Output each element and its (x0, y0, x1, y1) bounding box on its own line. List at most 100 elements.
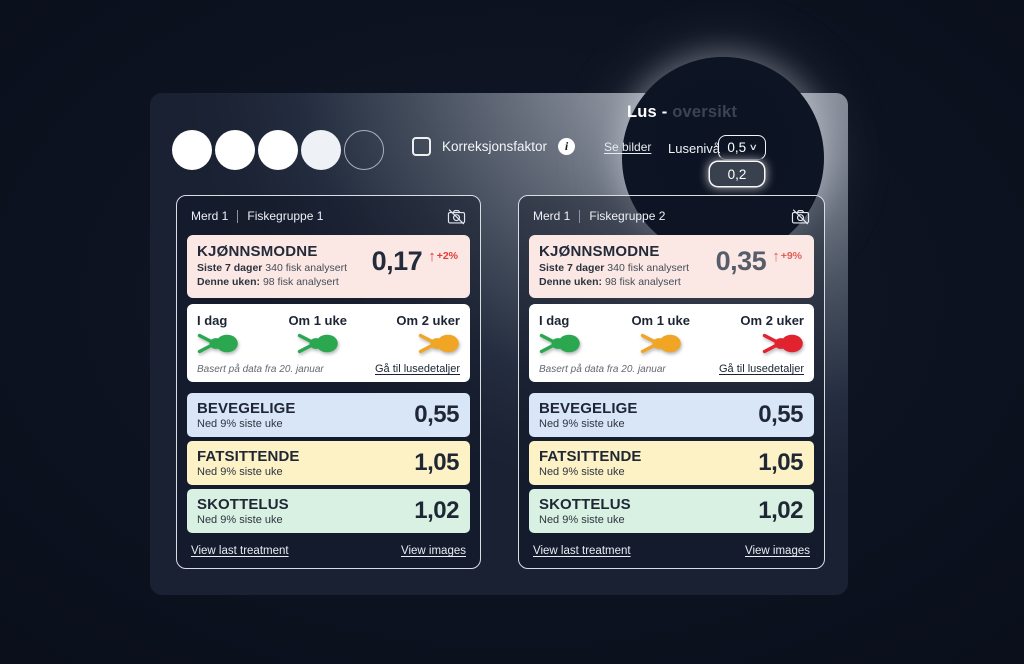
stage-subtitle: Ned 9% siste uke (197, 418, 283, 430)
forecast-today: I dag (197, 313, 239, 360)
forecast-footer: Basert på data fra 20. januar Gå til lus… (197, 363, 460, 375)
stage-title: BEVEGELIGE (197, 400, 296, 417)
forecast-label: Om 2 uker (740, 313, 804, 328)
forecast-section: I dag Om 1 uke (187, 304, 470, 382)
see-images-link[interactable]: Se bilder (604, 140, 652, 154)
trend-indicator: ↑ +9% (772, 249, 802, 264)
stage-text: FATSITTENDE Ned 9% siste uke (197, 448, 300, 478)
period-value: 340 fisk analysert (265, 262, 348, 274)
trend-indicator: ↑ +2% (428, 249, 458, 264)
mature-period-line: Siste 7 dager 340 fisk analysert (197, 262, 460, 274)
camera-off-icon[interactable] (791, 208, 810, 225)
mature-title: KJØNNSMODNE (197, 243, 318, 260)
page-title: Lus - oversikt (627, 103, 737, 122)
trend-up-icon: ↑ (772, 248, 780, 265)
lice-icon (297, 331, 339, 360)
fish-group-name: Fiskegruppe 2 (589, 209, 666, 223)
chevron-down-icon: ∨ (748, 142, 759, 152)
status-circle[interactable] (344, 130, 384, 170)
card-footer: View last treatment View images (187, 545, 470, 557)
mature-lice-section: KJØNNSMODNE Siste 7 dager 340 fisk analy… (529, 235, 814, 298)
lice-details-link[interactable]: Gå til lusedetaljer (375, 363, 460, 375)
stage-row-fatsittende: FATSITTENDE Ned 9% siste uke 1,05 (529, 441, 814, 485)
trend-percent: +2% (436, 250, 458, 262)
view-last-treatment-link[interactable]: View last treatment (191, 545, 289, 557)
stage-text: BEVEGELIGE Ned 9% siste uke (197, 400, 296, 430)
status-circle[interactable] (258, 130, 298, 170)
card-footer: View last treatment View images (529, 545, 814, 557)
stage-subtitle: Ned 9% siste uke (197, 514, 283, 526)
camera-off-icon[interactable] (447, 208, 466, 225)
mature-title: KJØNNSMODNE (539, 243, 660, 260)
fish-group-name: Fiskegruppe 1 (247, 209, 324, 223)
pen-card-2: Merd 1 Fiskegruppe 2 KJØNNSMODNE Siste 7… (518, 195, 825, 569)
status-circle[interactable] (172, 130, 212, 170)
stage-title: FATSITTENDE (197, 448, 300, 465)
forecast-columns: I dag Om 1 uke (197, 313, 460, 360)
page-title-secondary: oversikt (672, 103, 738, 121)
based-on-note: Basert på data fra 20. januar (197, 364, 324, 375)
pen-card-1: Merd 1 Fiskegruppe 1 KJØNNSMODNE Siste 7… (176, 195, 481, 569)
correction-factor-label: Korreksjonsfaktor (442, 139, 548, 154)
status-circle[interactable] (215, 130, 255, 170)
stage-row-skottelus: SKOTTELUS Ned 9% siste uke 1,02 (187, 489, 470, 533)
forecast-week2: Om 2 uker (740, 313, 804, 360)
stage-title: BEVEGELIGE (539, 400, 638, 417)
forecast-label: I dag (539, 313, 570, 328)
stage-text: FATSITTENDE Ned 9% siste uke (539, 448, 642, 478)
based-on-note: Basert på data fra 20. januar (539, 364, 666, 375)
mature-value-wrap: 0,17 ↑ +2% (371, 246, 458, 276)
stage-value: 1,02 (414, 497, 459, 524)
lice-details-link[interactable]: Gå til lusedetaljer (719, 363, 804, 375)
lice-level-value: 0,5 (727, 140, 747, 155)
forecast-week2: Om 2 uker (396, 313, 460, 360)
forecast-label: Om 2 uker (396, 313, 460, 328)
lice-icon (418, 331, 460, 360)
pen-name: Merd 1 (191, 209, 229, 223)
forecast-footer: Basert på data fra 20. januar Gå til lus… (539, 363, 804, 375)
period-value: 340 fisk analysert (607, 262, 690, 274)
trend-percent: +9% (780, 250, 802, 262)
stage-value: 1,05 (758, 449, 803, 476)
forecast-week1: Om 1 uke (288, 313, 347, 360)
stage-value: 0,55 (758, 401, 803, 428)
trend-up-icon: ↑ (428, 248, 436, 265)
stage-value: 0,55 (414, 401, 459, 428)
stage-title: SKOTTELUS (539, 496, 631, 513)
status-circle-group (172, 130, 384, 170)
page-title-primary: Lus - (627, 103, 668, 121)
week-value: 98 fisk analysert (262, 276, 339, 288)
info-icon[interactable]: i (558, 138, 576, 155)
lice-level-label: Lusenivå (668, 141, 721, 156)
stage-text: SKOTTELUS Ned 9% siste uke (197, 496, 289, 526)
mature-period-line: Siste 7 dager 340 fisk analysert (539, 262, 804, 274)
forecast-today: I dag (539, 313, 581, 360)
forecast-week1: Om 1 uke (631, 313, 690, 360)
stage-value: 1,02 (758, 497, 803, 524)
week-label: Denne uken: (539, 276, 603, 288)
lice-icon (539, 331, 581, 360)
stage-subtitle: Ned 9% siste uke (539, 466, 625, 478)
card-header: Merd 1 Fiskegruppe 2 (529, 205, 814, 227)
view-images-link[interactable]: View images (745, 545, 810, 557)
status-circle[interactable] (301, 130, 341, 170)
week-label: Denne uken: (197, 276, 261, 288)
period-label: Siste 7 dager (197, 262, 263, 274)
mature-lice-section: KJØNNSMODNE Siste 7 dager 340 fisk analy… (187, 235, 470, 298)
forecast-label: Om 1 uke (631, 313, 690, 328)
stage-text: BEVEGELIGE Ned 9% siste uke (539, 400, 638, 430)
stage-row-skottelus: SKOTTELUS Ned 9% siste uke 1,02 (529, 489, 814, 533)
stage-value: 1,05 (414, 449, 459, 476)
mature-value-wrap: 0,35 ↑ +9% (716, 248, 802, 275)
correction-factor-checkbox[interactable] (412, 137, 431, 156)
header-separator (237, 209, 239, 223)
mature-value: 0,17 (371, 246, 423, 276)
forecast-label: Om 1 uke (288, 313, 347, 328)
pen-name: Merd 1 (533, 209, 571, 223)
lice-level-dropdown[interactable]: 0,5 ∨ (718, 135, 766, 160)
view-images-link[interactable]: View images (401, 545, 466, 557)
forecast-label: I dag (197, 313, 228, 328)
view-last-treatment-link[interactable]: View last treatment (533, 545, 631, 557)
lice-level-option[interactable]: 0,2 (710, 162, 764, 186)
stage-title: SKOTTELUS (197, 496, 289, 513)
